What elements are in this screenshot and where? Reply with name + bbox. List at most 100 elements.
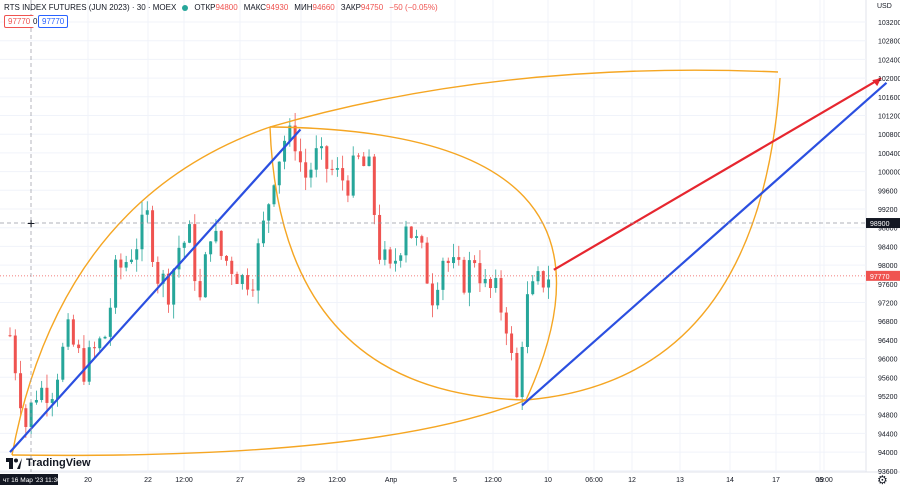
- candle-body: [277, 161, 281, 186]
- open-value: 94800: [215, 3, 238, 12]
- price-badge-blue[interactable]: 97770: [38, 15, 69, 28]
- candle-body: [520, 346, 524, 398]
- candle-body: [114, 259, 118, 308]
- crosshair-date-label: чт 16 Мар '23 11:30: [3, 477, 61, 484]
- last-price-label: 97770: [870, 274, 890, 281]
- crosshair-cursor: +: [27, 215, 35, 231]
- candle-body: [378, 214, 382, 260]
- candle-body: [56, 379, 60, 400]
- candle-body: [203, 254, 207, 298]
- candle-body: [452, 257, 456, 264]
- candle-body: [267, 204, 271, 221]
- candle-body: [547, 279, 551, 288]
- chart-header: RTS INDEX FUTURES (JUN 2023) · 30 · MOEX…: [4, 3, 438, 12]
- open-label: ОТКР: [194, 3, 216, 12]
- tradingview-logo-icon: [6, 457, 22, 469]
- x-tick-label: 06:00: [585, 477, 603, 484]
- candle-body: [362, 156, 366, 167]
- candle-body: [388, 249, 392, 264]
- x-tick-label: 10: [544, 477, 552, 484]
- candle-body: [230, 260, 234, 274]
- candle-body: [288, 125, 292, 141]
- y-tick-label: 94800: [878, 413, 898, 420]
- candle-body: [135, 249, 139, 260]
- y-tick-label: 102800: [878, 39, 900, 46]
- candle-body: [293, 125, 297, 152]
- candle-body: [145, 210, 149, 215]
- y-tick-label: 93600: [878, 469, 898, 476]
- settings-gear-icon[interactable]: ⚙: [877, 473, 888, 487]
- y-tick-label: 101200: [878, 114, 900, 121]
- change-value: −50 (−0.05%): [389, 3, 438, 12]
- candle-body: [404, 226, 408, 256]
- candle-body: [71, 319, 75, 345]
- candle-body: [66, 319, 70, 347]
- candle-body: [172, 269, 176, 305]
- candle-body: [298, 151, 302, 163]
- candle-body: [346, 180, 350, 196]
- blue-trend-line: [9, 128, 302, 453]
- low-value: 94660: [312, 3, 335, 12]
- red-trend-arrow: [553, 77, 882, 271]
- x-tick-label: 14: [726, 477, 734, 484]
- fibonacci-arc: [11, 399, 527, 457]
- candle-body: [45, 387, 49, 403]
- y-tick-label: 102000: [878, 76, 900, 83]
- crosshair-date-badge: [0, 474, 58, 485]
- y-tick-label: 100000: [878, 170, 900, 177]
- candle-body: [335, 168, 339, 170]
- candle-body: [119, 259, 123, 268]
- last-price-badge: [866, 270, 900, 281]
- red-arrow-head: [872, 78, 882, 87]
- candle-body: [19, 373, 23, 409]
- x-tick-label: 29: [297, 477, 305, 484]
- candle-body: [304, 162, 308, 178]
- fibonacci-arc: [269, 126, 558, 401]
- market-status-dot: [182, 4, 189, 11]
- candle-body: [283, 140, 287, 162]
- candle-body: [320, 146, 324, 149]
- high-label: МАКС: [243, 3, 267, 12]
- y-tick-label: 96800: [878, 319, 898, 326]
- candle-body: [92, 347, 96, 349]
- fibonacci-arc: [11, 126, 271, 456]
- y-tick-label: 94000: [878, 450, 898, 457]
- candle-body: [13, 335, 17, 374]
- close-label: ЗАКР: [340, 3, 361, 12]
- currency-label[interactable]: USD: [877, 3, 892, 10]
- x-tick-label: Апр: [385, 477, 397, 484]
- candle-body: [483, 278, 487, 284]
- candle-body: [399, 255, 403, 261]
- candle-body: [393, 260, 397, 264]
- y-tick-label: 100800: [878, 132, 900, 139]
- candle-body: [515, 352, 519, 398]
- candle-body: [441, 260, 445, 290]
- candle-body: [478, 263, 482, 284]
- y-tick-label: 97200: [878, 301, 898, 308]
- y-tick-label: 95200: [878, 394, 898, 401]
- y-tick-label: 101600: [878, 95, 900, 102]
- crosshair-price-label: 98900: [870, 221, 890, 228]
- symbol-title[interactable]: RTS INDEX FUTURES (JUN 2023) · 30 · MOEX: [4, 3, 177, 12]
- candle-body: [367, 156, 371, 167]
- candle-body: [50, 399, 54, 403]
- candle-body: [462, 259, 466, 293]
- high-value: 94930: [266, 3, 289, 12]
- candle-body: [420, 236, 424, 243]
- tradingview-logo[interactable]: TradingView: [6, 457, 91, 469]
- candle-body: [8, 335, 12, 337]
- y-tick-label: 98400: [878, 244, 898, 251]
- candle-body: [256, 243, 260, 291]
- candle-body: [473, 260, 477, 264]
- candle-body: [446, 260, 450, 264]
- y-tick-label: 103200: [878, 20, 900, 27]
- candle-body: [40, 387, 44, 400]
- tradingview-logo-text: TradingView: [26, 457, 91, 469]
- candle-body: [151, 210, 155, 262]
- candle-body: [261, 220, 265, 244]
- candle-body: [372, 156, 376, 215]
- candle-body: [488, 278, 492, 289]
- candle-body: [309, 169, 313, 178]
